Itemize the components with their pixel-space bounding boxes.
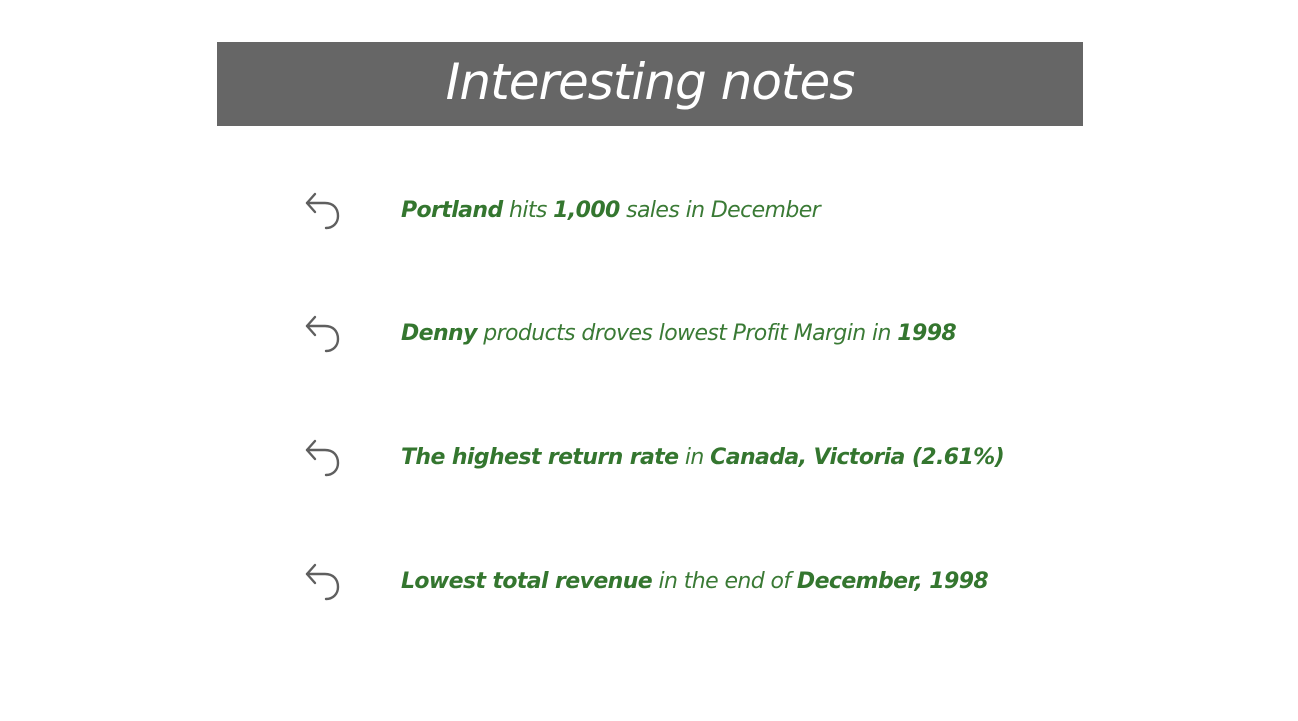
page-title: Interesting notes [445,53,856,111]
note-item: Denny products droves lowest Profit Marg… [300,313,1100,357]
note-item: The highest return rate in Canada, Victo… [300,437,1100,481]
return-arrow-icon [302,313,344,357]
note-plain: in the end of [652,569,797,594]
return-arrow-icon [302,561,344,605]
note-text: Portland hits 1,000 sales in December [401,198,821,223]
note-item: Lowest total revenue in the end of Decem… [300,561,1100,605]
note-text: Lowest total revenue in the end of Decem… [401,569,989,594]
note-text: Denny products droves lowest Profit Marg… [401,321,957,346]
note-item: Portland hits 1,000 sales in December [300,190,1100,234]
note-plain: in [678,445,711,470]
note-plain: sales in December [619,198,821,223]
title-banner: Interesting notes [217,42,1083,126]
note-highlight: Denny [401,321,477,346]
note-highlight: Lowest total revenue [401,569,653,594]
note-plain: products droves lowest Profit Margin in [476,321,898,346]
note-highlight: 1,000 [553,198,620,223]
return-arrow-icon [302,437,344,481]
note-highlight: 1998 [897,321,957,346]
note-highlight: December, 1998 [796,569,989,594]
return-arrow-icon [302,190,344,234]
note-text: The highest return rate in Canada, Victo… [401,445,1005,470]
note-highlight: Canada, Victoria (2.61%) [710,445,1005,470]
note-highlight: Portland [401,198,503,223]
note-plain: hits [502,198,554,223]
note-highlight: The highest return rate [401,445,679,470]
